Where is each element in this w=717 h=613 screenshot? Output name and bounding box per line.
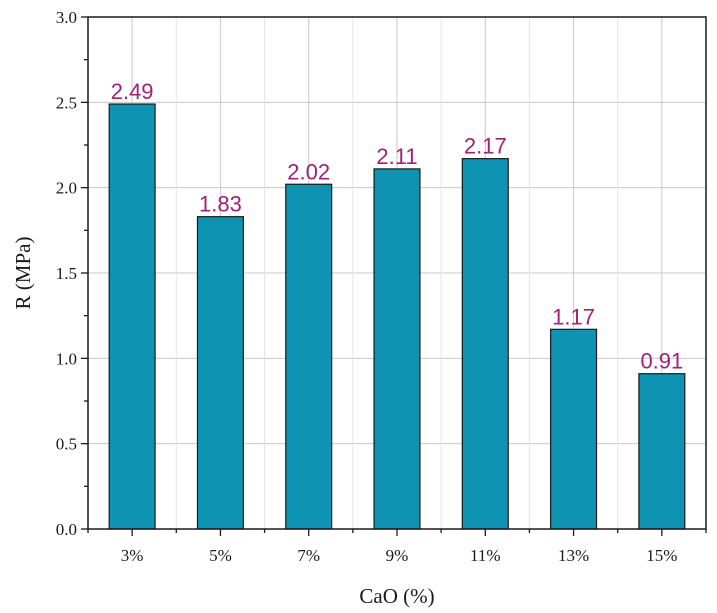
bar-13pct (550, 328, 598, 530)
bar-7pct (285, 183, 333, 530)
y-tick-label: 0.5 (56, 435, 77, 454)
ticks-layer: 0.0 0.5 1.0 1.5 2.0 2.5 3.0 3% 5% 7% 9% 11% 13% 15% (56, 8, 707, 565)
data-label: 2.49 (111, 79, 154, 104)
y-tick-label: 1.0 (56, 349, 77, 368)
bar-3pct (108, 103, 156, 530)
bar-11pct (461, 158, 509, 530)
bar-9pct (373, 168, 421, 530)
data-label: 1.83 (199, 192, 242, 217)
bar-15pct (638, 373, 686, 530)
y-axis-title: R (MPa) (11, 237, 35, 310)
data-label: 2.11 (376, 144, 417, 169)
x-tick-label: 15% (646, 546, 677, 565)
x-tick-label: 11% (470, 546, 501, 565)
data-label: 2.02 (287, 159, 330, 184)
bars-layer (108, 103, 686, 530)
data-labels-layer: 2.49 1.83 2.02 2.11 2.17 1.17 0.91 (111, 79, 684, 374)
y-tick-label: 2.5 (56, 93, 77, 112)
x-tick-label: 5% (209, 546, 232, 565)
x-tick-label: 3% (121, 546, 144, 565)
x-tick-label: 9% (386, 546, 409, 565)
bar-5pct (196, 216, 244, 530)
y-tick-label: 3.0 (56, 8, 77, 27)
data-label: 2.17 (464, 134, 507, 159)
x-axis-title: CaO (%) (359, 584, 434, 608)
data-label: 0.91 (640, 349, 683, 374)
x-tick-label: 7% (297, 546, 320, 565)
y-tick-label: 0.0 (56, 520, 77, 539)
y-tick-label: 2.0 (56, 179, 77, 198)
x-tick-label: 13% (558, 546, 589, 565)
data-label: 1.17 (552, 304, 595, 329)
y-tick-label: 1.5 (56, 264, 77, 283)
